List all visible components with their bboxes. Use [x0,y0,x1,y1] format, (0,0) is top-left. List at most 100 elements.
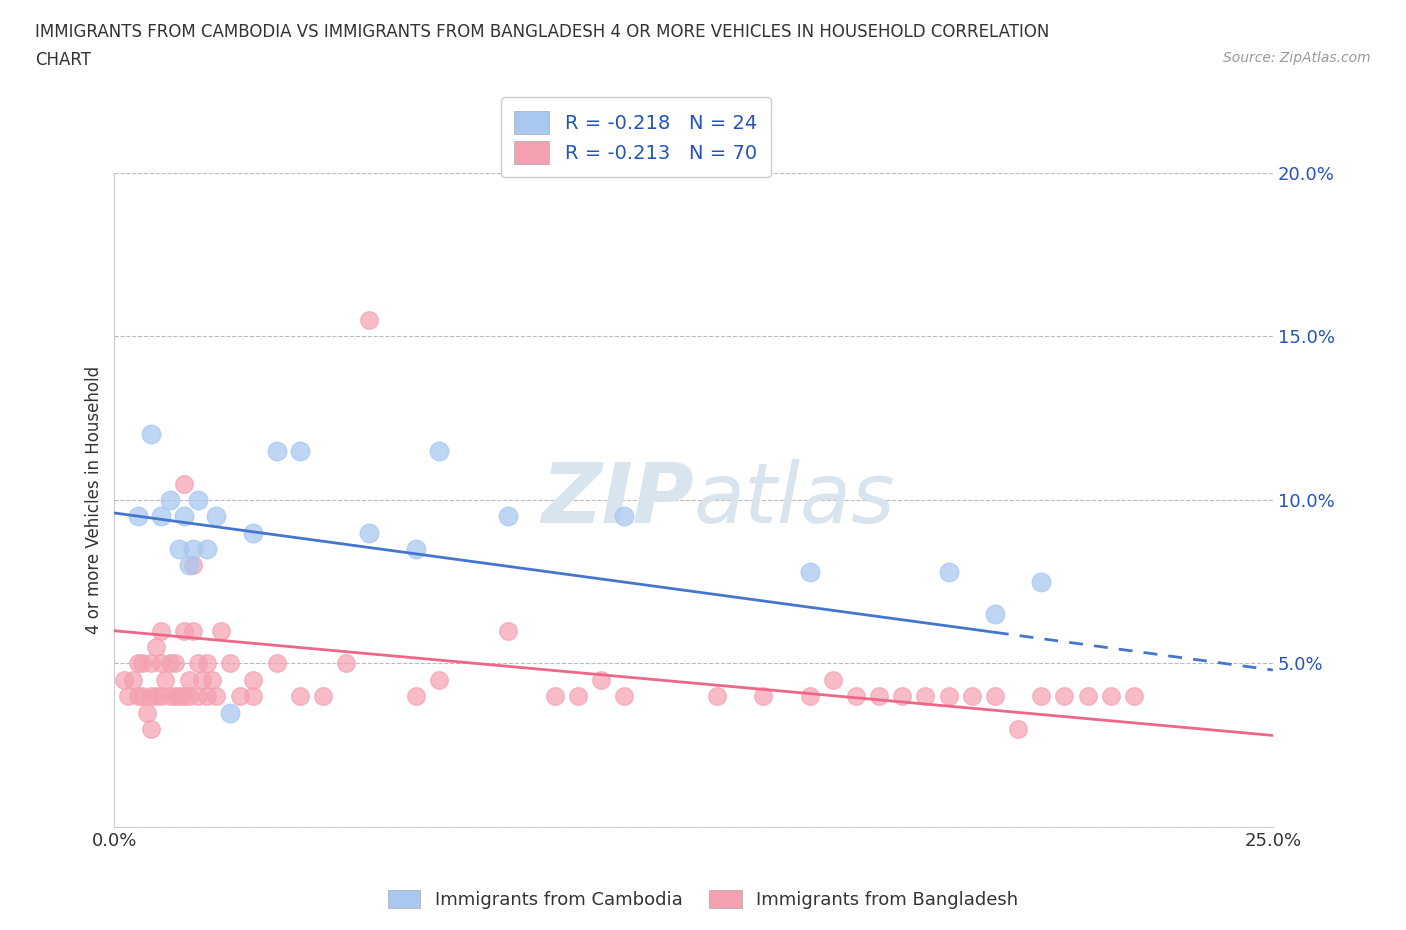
Point [242,689,264,704]
Point [112,672,135,687]
Point [242,525,264,540]
Point [163,689,186,704]
Point [1122,689,1144,704]
Point [1099,689,1122,704]
Point [177,689,200,704]
Point [242,672,264,687]
Point [405,541,427,556]
Point [141,427,163,442]
Text: Source: ZipAtlas.com: Source: ZipAtlas.com [1223,51,1371,65]
Point [127,689,149,704]
Point [191,672,214,687]
Point [159,493,181,508]
Point [209,623,232,638]
Point [177,558,200,573]
Point [984,607,1007,622]
Point [359,312,381,327]
Point [613,689,636,704]
Point [173,623,195,638]
Text: IMMIGRANTS FROM CAMBODIA VS IMMIGRANTS FROM BANGLADESH 4 OR MORE VEHICLES IN HOU: IMMIGRANTS FROM CAMBODIA VS IMMIGRANTS F… [35,23,1049,41]
Point [195,689,218,704]
Point [1053,689,1076,704]
Point [169,541,191,556]
Point [173,476,195,491]
Point [543,689,565,704]
Point [799,565,821,579]
Point [177,672,200,687]
Point [159,656,181,671]
Point [149,509,172,524]
Point [201,672,224,687]
Point [288,444,311,458]
Point [706,689,728,704]
Point [498,623,520,638]
Point [173,509,195,524]
Point [359,525,381,540]
Point [181,558,204,573]
Point [288,689,311,704]
Point [752,689,775,704]
Point [845,689,868,704]
Point [122,672,145,687]
Point [219,705,242,720]
Point [141,689,163,704]
Text: CHART: CHART [35,51,91,69]
Point [195,656,218,671]
Point [938,689,960,704]
Point [1076,689,1098,704]
Point [149,656,172,671]
Point [312,689,335,704]
Point [131,656,153,671]
Point [567,689,589,704]
Point [149,689,172,704]
Text: atlas: atlas [693,459,896,540]
Point [266,444,288,458]
Point [187,689,209,704]
Point [219,656,242,671]
Point [127,656,149,671]
Point [427,444,450,458]
Point [181,541,204,556]
Point [131,689,153,704]
Point [187,493,209,508]
Point [145,689,167,704]
Point [613,509,636,524]
Point [195,541,218,556]
Point [427,672,450,687]
Point [984,689,1007,704]
Point [205,689,228,704]
Point [141,656,163,671]
Point [405,689,427,704]
Point [173,689,195,704]
Point [228,689,250,704]
Point [821,672,844,687]
Point [141,722,163,737]
Point [127,509,149,524]
Point [187,656,209,671]
Text: ZIP: ZIP [541,459,693,540]
Point [799,689,821,704]
Point [589,672,612,687]
Point [335,656,357,671]
Legend: R = -0.218   N = 24, R = -0.213   N = 70: R = -0.218 N = 24, R = -0.213 N = 70 [501,98,770,178]
Point [163,656,186,671]
Point [266,656,288,671]
Point [1007,722,1029,737]
Point [181,623,204,638]
Legend: Immigrants from Cambodia, Immigrants from Bangladesh: Immigrants from Cambodia, Immigrants fro… [381,883,1025,916]
Point [1031,689,1053,704]
Point [938,565,960,579]
Point [159,689,181,704]
Point [891,689,914,704]
Point [960,689,983,704]
Point [117,689,139,704]
Point [868,689,890,704]
Point [914,689,936,704]
Point [145,640,167,655]
Point [169,689,191,704]
Point [205,509,228,524]
Point [1031,574,1053,589]
Point [135,705,157,720]
Point [149,623,172,638]
Y-axis label: 4 or more Vehicles in Household: 4 or more Vehicles in Household [86,365,103,634]
